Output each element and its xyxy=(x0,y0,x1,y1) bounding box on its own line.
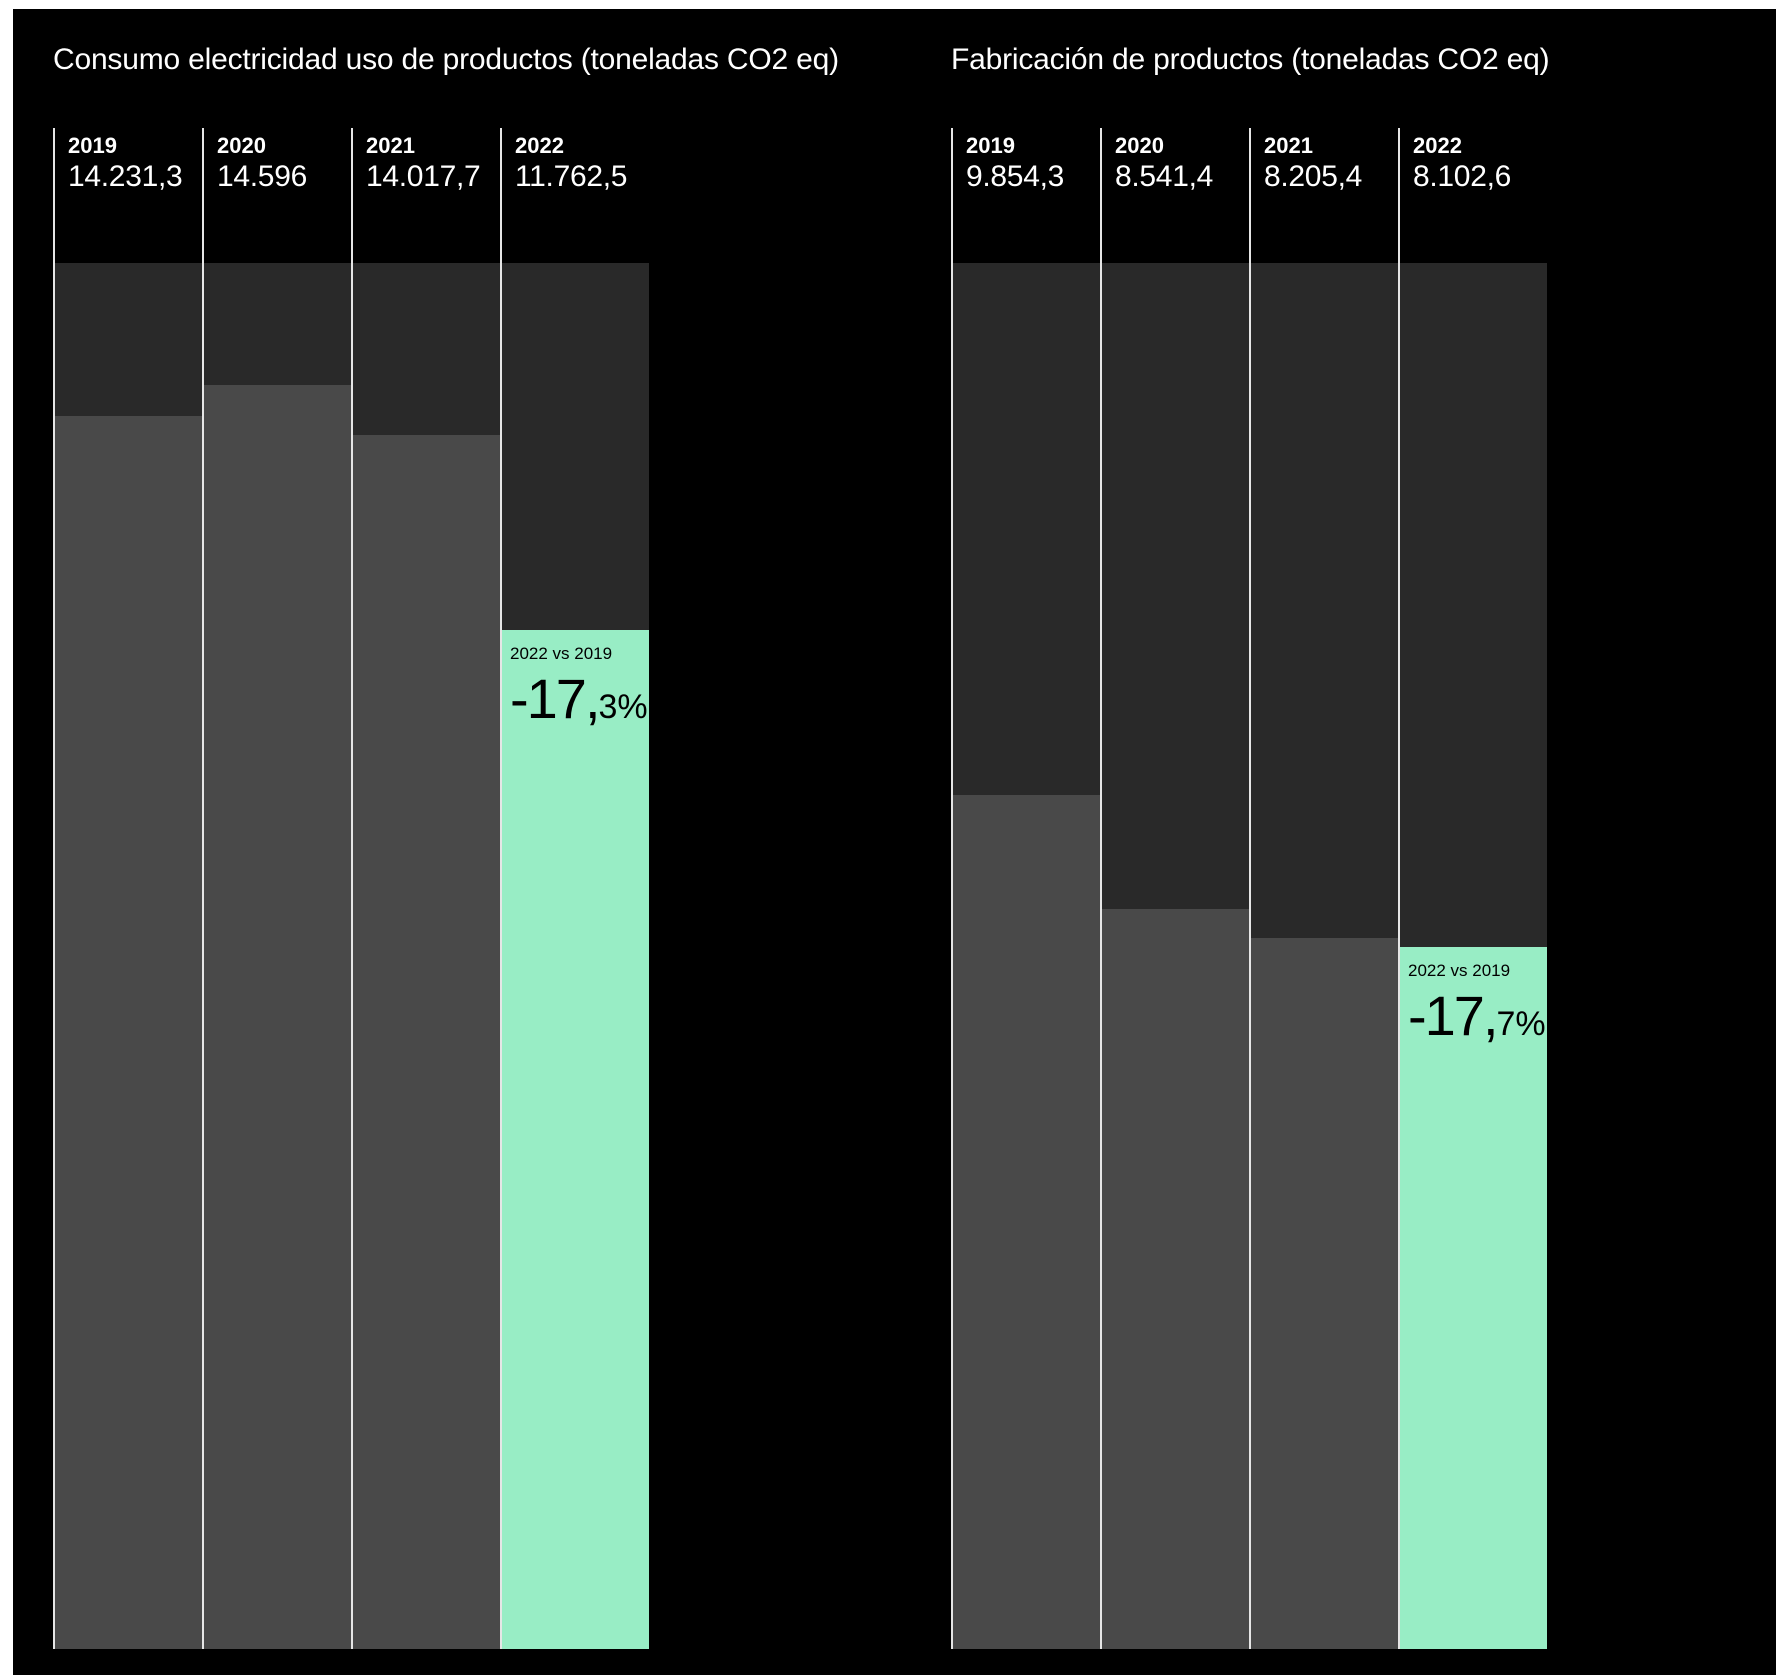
category-label: 2020 xyxy=(1115,133,1164,158)
change-value-decimal: 3% xyxy=(598,688,648,727)
column-divider xyxy=(1249,128,1251,1649)
bar-2019 xyxy=(951,795,1100,1649)
chart-title: Consumo electricidad uso de productos (t… xyxy=(53,43,839,76)
value-label: 14.017,7 xyxy=(366,160,481,193)
bar-2020 xyxy=(202,384,351,1649)
column-divider xyxy=(351,128,353,1649)
change-label: 2022 vs 2019 xyxy=(510,644,613,664)
bar-column-2019: 2019 9.854,3 xyxy=(951,128,1100,1649)
bar-column-2021: 2021 8.205,4 xyxy=(1249,128,1398,1649)
chart-panel-electricity: Consumo electricidad uso de productos (t… xyxy=(13,9,873,1675)
category-label: 2021 xyxy=(1264,133,1313,158)
value-label: 9.854,3 xyxy=(966,160,1064,193)
chart-title: Fabricación de productos (toneladas CO2 … xyxy=(951,43,1550,76)
change-value-integer: -17, xyxy=(510,667,600,731)
bar-column-2020: 2020 14.596 xyxy=(202,128,351,1649)
column-divider xyxy=(202,128,204,1649)
change-value-decimal: 7% xyxy=(1496,1005,1546,1044)
value-label: 8.541,4 xyxy=(1115,160,1213,193)
chart-canvas: Consumo electricidad uso de productos (t… xyxy=(13,9,1776,1675)
bar-column-2022: 2022 8.102,6 2022 vs 2019 -17,7% xyxy=(1398,128,1547,1649)
bar-column-2020: 2020 8.541,4 xyxy=(1100,128,1249,1649)
category-label: 2019 xyxy=(966,133,1015,158)
bar-column-2022: 2022 11.762,5 2022 vs 2019 -17,3% xyxy=(500,128,649,1649)
chart-panel-manufacturing: Fabricación de productos (toneladas CO2 … xyxy=(911,9,1771,1675)
bar-2021 xyxy=(351,434,500,1649)
plot-area: 2019 14.231,3 2020 14.596 2021 14.017,7 2022 11… xyxy=(53,128,653,1649)
change-label: 2022 vs 2019 xyxy=(1408,961,1511,981)
bar-column-2021: 2021 14.017,7 xyxy=(351,128,500,1649)
change-annotation: 2022 vs 2019 -17,7% xyxy=(1408,961,1546,1048)
change-annotation: 2022 vs 2019 -17,3% xyxy=(510,644,648,731)
value-label: 8.205,4 xyxy=(1264,160,1362,193)
value-label: 14.596 xyxy=(217,160,307,193)
change-value: -17,3% xyxy=(510,666,648,731)
bar-2020 xyxy=(1100,909,1249,1649)
category-label: 2021 xyxy=(366,133,415,158)
category-label: 2020 xyxy=(217,133,266,158)
change-value-integer: -17, xyxy=(1408,984,1498,1048)
bar-column-2019: 2019 14.231,3 xyxy=(53,128,202,1649)
bar-2022 xyxy=(1398,947,1547,1649)
change-value: -17,7% xyxy=(1408,983,1546,1048)
value-label: 14.231,3 xyxy=(68,160,183,193)
category-label: 2019 xyxy=(68,133,117,158)
column-divider xyxy=(951,128,953,1649)
column-divider xyxy=(1100,128,1102,1649)
plot-area: 2019 9.854,3 2020 8.541,4 2021 8.205,4 2022 8.1… xyxy=(951,128,1551,1649)
value-label: 8.102,6 xyxy=(1413,160,1511,193)
bar-2019 xyxy=(53,416,202,1649)
bar-2022 xyxy=(500,630,649,1649)
category-label: 2022 xyxy=(515,133,564,158)
column-divider xyxy=(53,128,55,1649)
column-divider xyxy=(500,128,502,1649)
column-divider xyxy=(1398,128,1400,1649)
value-label: 11.762,5 xyxy=(515,160,628,193)
category-label: 2022 xyxy=(1413,133,1462,158)
bar-2021 xyxy=(1249,938,1398,1649)
